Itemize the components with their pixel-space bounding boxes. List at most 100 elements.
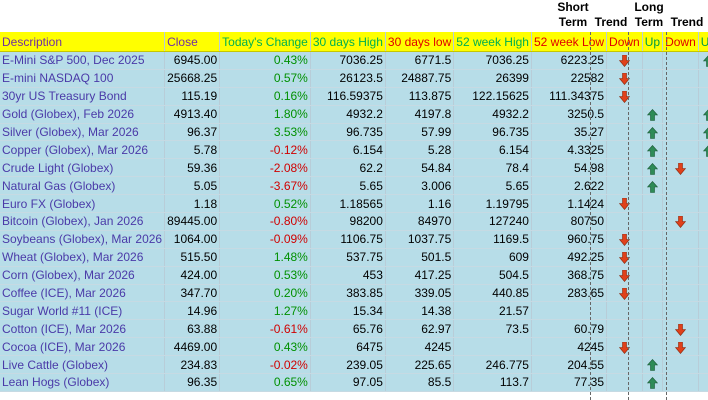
high-30d-cell[interactable]: 1.18565 (310, 194, 386, 214)
low-30d-cell[interactable]: 417.25 (385, 266, 455, 285)
short-up-cell[interactable] (642, 194, 664, 214)
short-up-cell[interactable] (642, 123, 664, 142)
table-row[interactable]: Silver (Globex), Mar 2026 96.37 3.53% 96.73… (0, 123, 708, 142)
low-52w-cell[interactable]: 80750 (531, 212, 608, 231)
close-cell[interactable]: 1.18 (164, 194, 221, 214)
long-up-cell[interactable] (698, 176, 708, 196)
high-52w-cell[interactable]: 246.775 (453, 355, 532, 375)
long-up-cell[interactable] (698, 319, 708, 339)
high-52w-cell[interactable]: 1169.5 (453, 230, 532, 249)
change-cell[interactable]: 0.43% (219, 51, 311, 70)
short-up-cell[interactable] (642, 105, 664, 124)
change-cell[interactable]: 1.80% (219, 105, 311, 124)
change-cell[interactable]: 0.53% (219, 266, 311, 285)
low-52w-cell[interactable]: 492.25 (531, 248, 608, 267)
low-52w-cell[interactable]: 368.75 (531, 266, 608, 285)
table-row[interactable]: Soybeans (Globex), Mar 2026 1064.00 -0.09%… (0, 230, 708, 249)
long-down-cell[interactable] (662, 158, 699, 178)
close-cell[interactable]: 5.78 (164, 140, 221, 160)
change-cell[interactable]: 0.16% (219, 87, 311, 106)
table-row[interactable]: Crude Light (Globex) 59.36 -2.08% 62.2 54.84… (0, 158, 708, 178)
col-30d-high[interactable]: 30 days High (310, 32, 386, 52)
low-52w-cell[interactable]: 2.622 (531, 176, 608, 196)
long-up-cell[interactable] (698, 230, 708, 249)
high-30d-cell[interactable]: 15.34 (310, 301, 386, 321)
high-30d-cell[interactable]: 26123.5 (310, 69, 386, 88)
description-cell[interactable]: Copper (Globex), Mar 2026 (0, 140, 166, 160)
low-30d-cell[interactable]: 4197.8 (385, 105, 455, 124)
close-cell[interactable]: 25668.25 (164, 69, 221, 88)
long-up-cell[interactable] (698, 158, 708, 178)
long-up-cell[interactable] (698, 123, 708, 142)
long-down-cell[interactable] (662, 373, 699, 392)
high-30d-cell[interactable]: 97.05 (310, 373, 386, 392)
short-up-cell[interactable] (642, 69, 664, 88)
long-up-cell[interactable] (698, 284, 708, 303)
table-row[interactable]: Natural Gas (Globex) 5.05 -3.67% 5.65 3.006 5… (0, 176, 708, 196)
high-52w-cell[interactable]: 6.154 (453, 140, 532, 160)
table-row[interactable]: Copper (Globex), Mar 2026 5.78 -0.12% 6.154… (0, 140, 708, 160)
low-52w-cell[interactable]: 60.79 (531, 319, 608, 339)
long-down-cell[interactable] (662, 355, 699, 375)
change-cell[interactable]: -3.67% (219, 176, 311, 196)
high-30d-cell[interactable]: 96.735 (310, 123, 386, 142)
low-52w-cell[interactable]: 77.35 (531, 373, 608, 392)
high-52w-cell[interactable]: 113.7 (453, 373, 532, 392)
change-cell[interactable]: 0.20% (219, 284, 311, 303)
high-52w-cell[interactable]: 7036.25 (453, 51, 532, 70)
description-cell[interactable]: Bitcoin (Globex), Jan 2026 (0, 212, 166, 231)
description-cell[interactable]: Corn (Globex), Mar 2026 (0, 266, 166, 285)
short-up-cell[interactable] (642, 284, 664, 303)
change-cell[interactable]: 1.27% (219, 301, 311, 321)
long-down-cell[interactable] (662, 194, 699, 214)
high-30d-cell[interactable]: 383.85 (310, 284, 386, 303)
high-52w-cell[interactable]: 504.5 (453, 266, 532, 285)
high-30d-cell[interactable]: 537.75 (310, 248, 386, 267)
col-close[interactable]: Close (164, 32, 221, 52)
close-cell[interactable]: 6945.00 (164, 51, 221, 70)
high-52w-cell[interactable]: 5.65 (453, 176, 532, 196)
short-up-cell[interactable] (642, 301, 664, 321)
high-52w-cell[interactable]: 26399 (453, 69, 532, 88)
table-row[interactable]: Coffee (ICE), Mar 2026 347.70 0.20% 383.85 3… (0, 284, 708, 303)
low-30d-cell[interactable]: 225.65 (385, 355, 455, 375)
long-up-cell[interactable] (698, 355, 708, 375)
description-cell[interactable]: Wheat (Globex), Mar 2026 (0, 248, 166, 267)
short-down-cell[interactable] (606, 87, 643, 106)
long-down-cell[interactable] (662, 176, 699, 196)
low-30d-cell[interactable]: 6771.5 (385, 51, 455, 70)
description-cell[interactable]: Sugar World #11 (ICE) (0, 301, 166, 321)
col-description[interactable]: Description (0, 32, 166, 52)
low-52w-cell[interactable]: 6223.25 (531, 51, 608, 70)
short-up-cell[interactable] (642, 230, 664, 249)
change-cell[interactable]: 0.43% (219, 337, 311, 357)
low-30d-cell[interactable]: 501.5 (385, 248, 455, 267)
long-up-cell[interactable] (698, 51, 708, 70)
short-down-cell[interactable] (606, 373, 643, 392)
long-down-cell[interactable] (662, 248, 699, 267)
col-52w-high[interactable]: 52 week High (453, 32, 532, 52)
change-cell[interactable]: 0.65% (219, 373, 311, 392)
close-cell[interactable]: 234.83 (164, 355, 221, 375)
low-30d-cell[interactable]: 85.5 (385, 373, 455, 392)
long-down-cell[interactable] (662, 319, 699, 339)
short-up-cell[interactable] (642, 176, 664, 196)
close-cell[interactable]: 1064.00 (164, 230, 221, 249)
table-row[interactable]: E-mini NASDAQ 100 25668.25 0.57% 26123.5 248… (0, 69, 708, 88)
high-52w-cell[interactable]: 1.19795 (453, 194, 532, 214)
low-52w-cell[interactable]: 204.55 (531, 355, 608, 375)
long-down-cell[interactable] (662, 301, 699, 321)
low-52w-cell[interactable]: 960.75 (531, 230, 608, 249)
short-up-cell[interactable] (642, 337, 664, 357)
short-down-cell[interactable] (606, 355, 643, 375)
long-up-cell[interactable] (698, 140, 708, 160)
close-cell[interactable]: 424.00 (164, 266, 221, 285)
change-cell[interactable]: 0.52% (219, 194, 311, 214)
table-row[interactable]: Cocoa (ICE), Mar 2026 4469.00 0.43% 6475 424… (0, 337, 708, 357)
description-cell[interactable]: 30yr US Treasury Bond (0, 87, 166, 106)
short-down-cell[interactable] (606, 176, 643, 196)
table-row[interactable]: Wheat (Globex), Mar 2026 515.50 1.48% 537.7… (0, 248, 708, 267)
description-cell[interactable]: Lean Hogs (Globex) (0, 373, 166, 392)
low-30d-cell[interactable]: 54.84 (385, 158, 455, 178)
col-todays-change[interactable]: Today's Change (219, 32, 311, 52)
